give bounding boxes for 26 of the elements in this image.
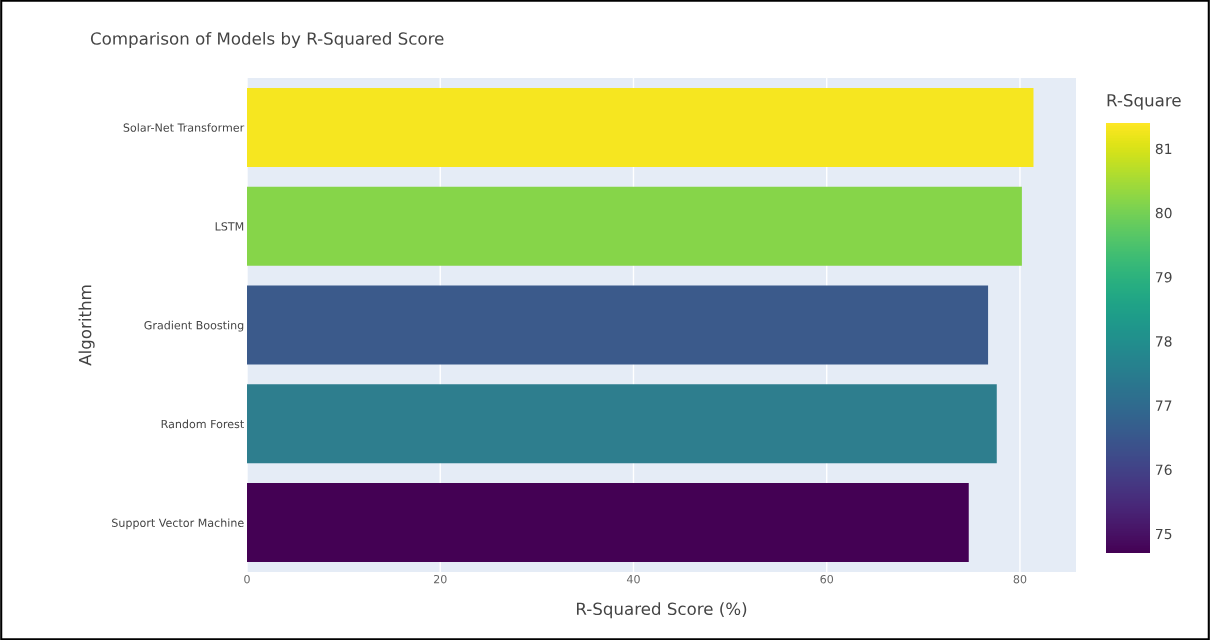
bar (247, 285, 989, 365)
x-tick-label: 60 (820, 574, 834, 584)
color-bar-label: 81 (1155, 143, 1172, 155)
color-bar-label: 79 (1156, 272, 1172, 283)
x-tick-label: 80 (1013, 574, 1027, 584)
x-axis-title: R-Squared Score (%) (576, 602, 747, 619)
color-bar-title: R-Square (1107, 93, 1181, 110)
color-bar-label: 77 (1156, 400, 1172, 411)
x-tick-label: 40 (626, 574, 640, 584)
bar (247, 483, 969, 563)
color-bar-label: 76 (1156, 464, 1172, 476)
color-bar-label: 80 (1155, 207, 1172, 219)
chart-title: Comparison of Models by R-Squared Score (90, 31, 444, 49)
color-bar-label: 78 (1156, 336, 1172, 347)
x-tick-label: 20 (433, 574, 447, 584)
y-axis-title: Algorithm (78, 285, 95, 366)
y-tick-label: Gradient Boosting (144, 320, 244, 332)
x-tick-label: 0 (244, 574, 250, 584)
y-tick-label: LSTM (215, 222, 244, 231)
bar (247, 384, 997, 464)
bar (247, 186, 1022, 266)
bar (247, 87, 1034, 167)
y-tick-label: Support Vector Machine (112, 518, 244, 530)
y-tick-label: Solar-Net Transformer (123, 123, 245, 132)
y-tick-label: Random Forest (161, 419, 244, 429)
color-bar-label: 75 (1156, 528, 1172, 540)
